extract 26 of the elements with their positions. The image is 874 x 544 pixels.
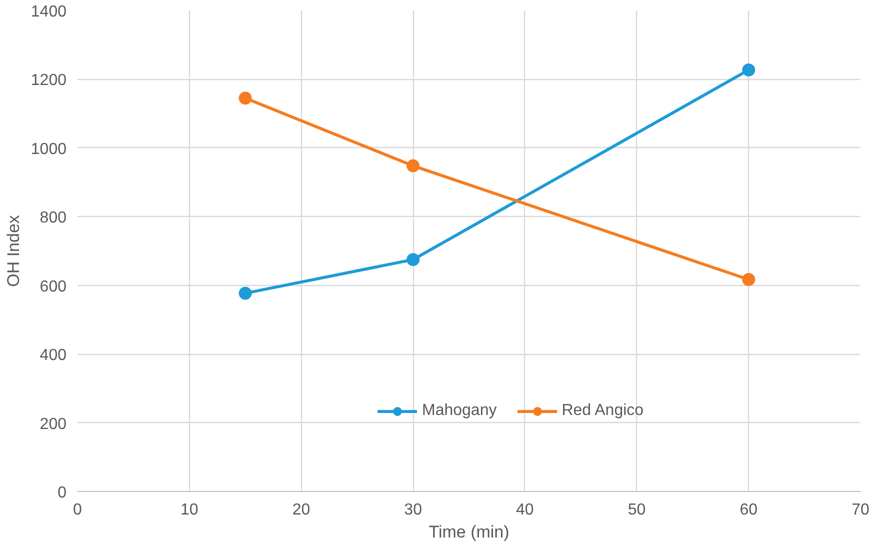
x-tick-label: 10 [180,502,198,518]
point [742,273,756,286]
point [406,253,420,266]
x-tick-label: 60 [740,502,758,518]
x-tick-label: 30 [404,502,422,518]
y-tick-label: 800 [40,210,67,227]
y-tick-label: 1000 [30,140,67,158]
y-tick-label: 400 [40,347,67,364]
point [238,92,252,105]
y-axis-title: OH Index [4,214,23,287]
y-tick-label: 1200 [30,72,67,90]
y-tick-label: 200 [40,416,67,433]
x-tick-label: 50 [628,502,646,518]
point [742,63,756,76]
y-tick-label: 1400 [30,4,67,20]
x-tick-label: 20 [292,502,310,518]
y-tick-label: 600 [40,278,67,296]
y-tick-label: 0 [58,484,67,502]
x-tick-label: 70 [852,502,870,518]
x-tick-label: 40 [516,502,534,518]
point [238,286,252,300]
legend-label: Red Angico [562,402,644,420]
x-axis-title: Time (min) [428,522,510,542]
x-tick-label: 0 [73,502,82,518]
point [406,159,420,172]
legend-label: Mahogany [422,402,497,420]
